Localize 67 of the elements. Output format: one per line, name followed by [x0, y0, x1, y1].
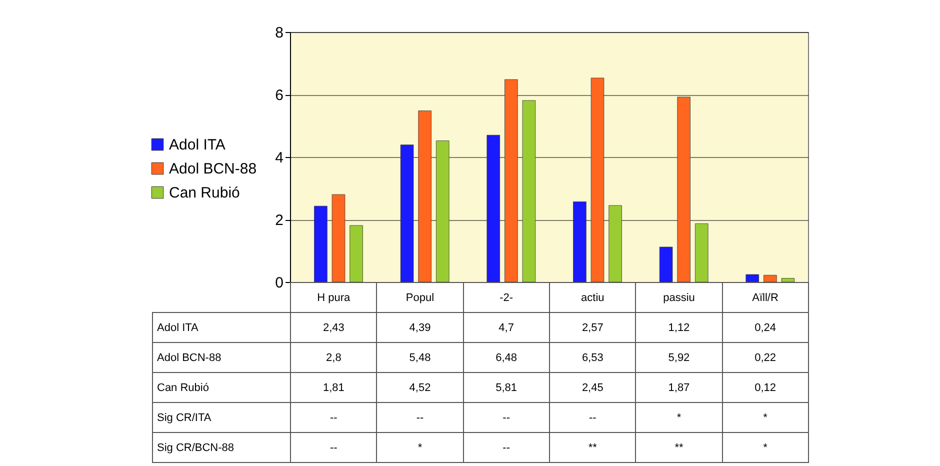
bar — [400, 144, 414, 282]
text: -- — [290, 402, 377, 432]
bar — [486, 134, 500, 282]
bar — [504, 79, 518, 282]
legend-label: Can Rubió — [169, 184, 240, 202]
text: Adol BCN-88 — [157, 352, 222, 364]
data-label: 1,12 — [636, 312, 722, 342]
data-label: 2,45 — [549, 372, 636, 402]
bar — [573, 201, 586, 282]
bar — [436, 140, 450, 282]
text: ** — [549, 432, 636, 462]
bar — [608, 205, 622, 282]
data-label: 1,87 — [636, 372, 722, 402]
text: -- — [549, 402, 636, 432]
data-label: 4,39 — [376, 312, 464, 342]
text: -- — [463, 402, 550, 432]
bar — [659, 246, 673, 282]
text: * — [376, 432, 464, 462]
x-tick-label: passiu — [636, 282, 722, 312]
data-label: 2,43 — [290, 312, 377, 342]
text: Sig CR/ITA — [152, 402, 290, 432]
data-label: 1,81 — [290, 372, 377, 402]
bar — [418, 110, 432, 282]
legend-label: Adol ITA — [169, 136, 226, 154]
text: Adol ITA — [157, 322, 198, 334]
data-label: 5,92 — [636, 342, 722, 372]
text: Can Rubió — [157, 382, 209, 394]
bar — [764, 274, 777, 282]
x-tick-label: actiu — [549, 282, 636, 312]
text: -- — [463, 432, 550, 462]
data-label: 0,12 — [722, 372, 808, 402]
bar — [695, 223, 708, 282]
data-label: 0,22 — [722, 342, 808, 372]
bar — [781, 278, 795, 282]
y-tick-label: 2 — [275, 212, 284, 229]
bar — [350, 225, 363, 282]
bar — [332, 194, 346, 282]
bar — [590, 78, 604, 282]
data-label: 5,48 — [376, 342, 464, 372]
data-label: 5,81 — [463, 372, 550, 402]
text: * — [722, 402, 808, 432]
text: -- — [376, 402, 464, 432]
bar — [677, 96, 690, 282]
data-label: 4,7 — [463, 312, 550, 342]
data-label: 6,48 — [463, 342, 550, 372]
text: Sig CR/BCN-88 — [152, 432, 290, 462]
bar — [522, 100, 536, 282]
y-tick-label: 6 — [275, 87, 284, 104]
x-tick-label: Aïll/R — [722, 282, 808, 312]
data-label: 6,53 — [549, 342, 636, 372]
data-label: 0,24 — [722, 312, 808, 342]
data-label: 4,52 — [376, 372, 464, 402]
y-tick-label: 8 — [275, 24, 284, 42]
y-tick-label: 0 — [275, 274, 284, 292]
data-label: 2,8 — [290, 342, 377, 372]
text: -- — [290, 432, 377, 462]
x-tick-label: Popul — [376, 282, 464, 312]
text: ** — [636, 432, 722, 462]
x-tick-label: -2- — [463, 282, 550, 312]
bar — [746, 274, 760, 282]
text: * — [722, 432, 808, 462]
legend-label: Adol BCN-88 — [169, 160, 257, 178]
y-tick-label: 4 — [275, 150, 284, 166]
data-label: 2,57 — [549, 312, 636, 342]
text: * — [636, 402, 722, 432]
bar — [314, 206, 328, 282]
x-tick-label: H pura — [290, 282, 377, 312]
